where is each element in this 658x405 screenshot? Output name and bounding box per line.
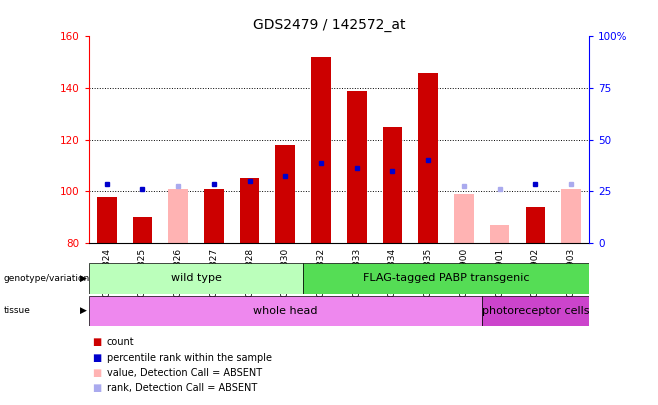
Bar bbox=[133, 217, 152, 243]
Bar bbox=[276, 145, 295, 243]
Bar bbox=[418, 72, 438, 243]
Bar bbox=[89, 263, 303, 294]
Text: ■: ■ bbox=[92, 384, 101, 393]
Bar bbox=[204, 189, 224, 243]
Text: ▶: ▶ bbox=[80, 274, 87, 283]
Bar bbox=[311, 57, 331, 243]
Bar bbox=[482, 296, 589, 326]
Bar bbox=[347, 91, 367, 243]
Text: FLAG-tagged PABP transgenic: FLAG-tagged PABP transgenic bbox=[363, 273, 529, 283]
Bar bbox=[526, 207, 545, 243]
Text: ■: ■ bbox=[92, 337, 101, 347]
Text: ■: ■ bbox=[92, 353, 101, 362]
Bar bbox=[303, 263, 589, 294]
Bar bbox=[240, 179, 259, 243]
Text: ▶: ▶ bbox=[80, 306, 87, 315]
Bar bbox=[89, 296, 482, 326]
Text: wild type: wild type bbox=[170, 273, 222, 283]
Text: genotype/variation: genotype/variation bbox=[3, 274, 89, 283]
Text: value, Detection Call = ABSENT: value, Detection Call = ABSENT bbox=[107, 368, 262, 378]
Text: photoreceptor cells: photoreceptor cells bbox=[482, 306, 589, 316]
Bar bbox=[97, 196, 116, 243]
Text: GDS2479 / 142572_at: GDS2479 / 142572_at bbox=[253, 18, 405, 32]
Text: tissue: tissue bbox=[3, 306, 30, 315]
Bar bbox=[382, 127, 402, 243]
Text: ■: ■ bbox=[92, 368, 101, 378]
Bar bbox=[490, 225, 509, 243]
Bar bbox=[168, 189, 188, 243]
Text: rank, Detection Call = ABSENT: rank, Detection Call = ABSENT bbox=[107, 384, 257, 393]
Text: percentile rank within the sample: percentile rank within the sample bbox=[107, 353, 272, 362]
Text: count: count bbox=[107, 337, 134, 347]
Bar bbox=[454, 194, 474, 243]
Text: whole head: whole head bbox=[253, 306, 318, 316]
Bar bbox=[561, 189, 581, 243]
